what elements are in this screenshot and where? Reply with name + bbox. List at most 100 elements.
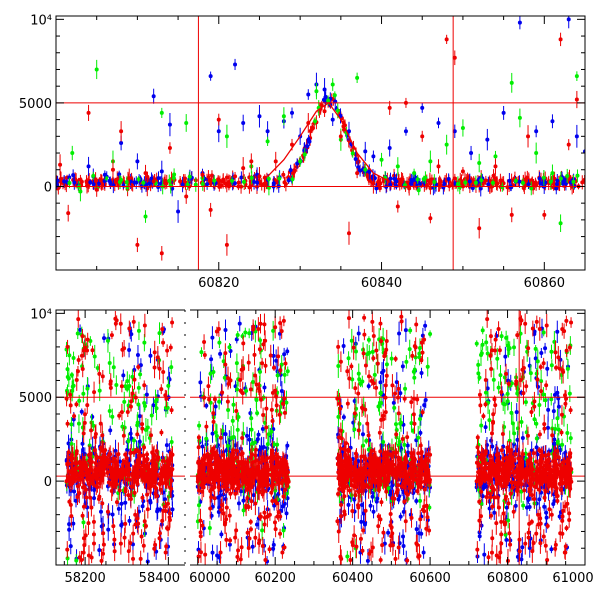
data-point xyxy=(419,371,424,376)
data-point xyxy=(350,151,355,156)
data-point xyxy=(237,321,242,326)
data-point xyxy=(158,181,163,186)
data-point xyxy=(568,436,573,441)
data-point xyxy=(247,331,252,336)
data-point xyxy=(425,364,430,369)
data-point xyxy=(467,179,472,184)
data-point xyxy=(361,511,366,516)
data-point xyxy=(556,427,561,432)
data-point xyxy=(394,179,399,184)
data-point xyxy=(140,504,145,509)
data-point xyxy=(210,431,215,436)
data-point xyxy=(436,164,441,169)
data-point xyxy=(159,387,164,392)
data-point xyxy=(411,369,416,374)
data-point xyxy=(498,373,503,378)
data-point xyxy=(500,185,505,190)
data-point xyxy=(244,388,249,393)
data-point xyxy=(262,385,267,390)
data-point xyxy=(210,335,215,340)
data-point xyxy=(76,317,81,322)
data-point xyxy=(306,92,311,97)
data-point xyxy=(127,348,132,353)
data-point xyxy=(372,372,377,377)
data-point xyxy=(119,129,124,134)
data-point xyxy=(420,134,425,139)
data-point xyxy=(367,350,372,355)
data-point xyxy=(398,514,403,519)
data-point xyxy=(80,334,85,339)
data-point xyxy=(235,332,240,337)
data-point xyxy=(401,543,406,548)
data-point xyxy=(412,171,417,176)
data-point xyxy=(262,175,267,180)
data-point xyxy=(306,137,311,142)
data-point xyxy=(230,418,235,423)
data-point xyxy=(553,426,558,431)
data-point xyxy=(379,157,384,162)
data-point xyxy=(565,430,570,435)
data-point xyxy=(558,447,563,452)
data-point xyxy=(144,392,149,397)
data-point xyxy=(520,180,525,185)
data-point xyxy=(88,180,93,185)
data-point xyxy=(71,355,76,360)
data-point xyxy=(265,139,270,144)
data-point xyxy=(114,382,119,387)
data-point xyxy=(97,548,102,553)
data-point xyxy=(138,372,143,377)
data-point xyxy=(78,327,83,332)
data-point xyxy=(495,181,500,186)
data-point xyxy=(394,422,399,427)
y-tick-label: 5000 xyxy=(19,97,52,112)
data-point xyxy=(358,168,363,173)
data-point xyxy=(418,430,423,435)
data-point xyxy=(513,178,518,183)
data-point xyxy=(252,440,257,445)
data-point xyxy=(83,533,88,538)
data-point xyxy=(542,212,547,217)
data-point xyxy=(92,354,97,359)
data-point xyxy=(208,207,213,212)
data-point xyxy=(249,427,254,432)
data-point xyxy=(550,119,555,124)
data-point xyxy=(575,173,580,178)
data-point xyxy=(273,159,278,164)
data-point xyxy=(477,375,482,380)
data-point xyxy=(302,152,307,157)
data-point xyxy=(529,186,534,191)
data-point xyxy=(371,181,376,186)
data-point xyxy=(493,164,498,169)
data-point xyxy=(505,391,510,396)
data-point xyxy=(65,556,70,561)
data-point xyxy=(135,159,140,164)
data-point xyxy=(386,530,391,535)
x-tick-label: 60840 xyxy=(361,276,402,291)
data-point xyxy=(219,532,224,537)
data-point xyxy=(135,242,140,247)
data-point xyxy=(371,509,376,514)
data-point xyxy=(72,489,77,494)
data-point xyxy=(160,459,165,464)
data-point xyxy=(423,175,428,180)
data-point xyxy=(167,146,172,151)
data-point xyxy=(341,415,346,420)
data-point xyxy=(562,178,567,183)
data-point xyxy=(197,503,202,508)
data-point xyxy=(163,550,168,555)
data-point xyxy=(92,496,97,501)
model-curve xyxy=(267,102,390,183)
data-point xyxy=(389,356,394,361)
data-point xyxy=(163,497,168,502)
data-point xyxy=(260,528,265,533)
data-point xyxy=(503,354,508,359)
data-point xyxy=(90,348,95,353)
data-point xyxy=(370,494,375,499)
data-point xyxy=(136,365,141,370)
data-point xyxy=(233,174,238,179)
data-point xyxy=(118,321,123,326)
data-point xyxy=(143,171,148,176)
data-point xyxy=(256,453,261,458)
data-point xyxy=(552,437,557,442)
data-point xyxy=(75,495,80,500)
